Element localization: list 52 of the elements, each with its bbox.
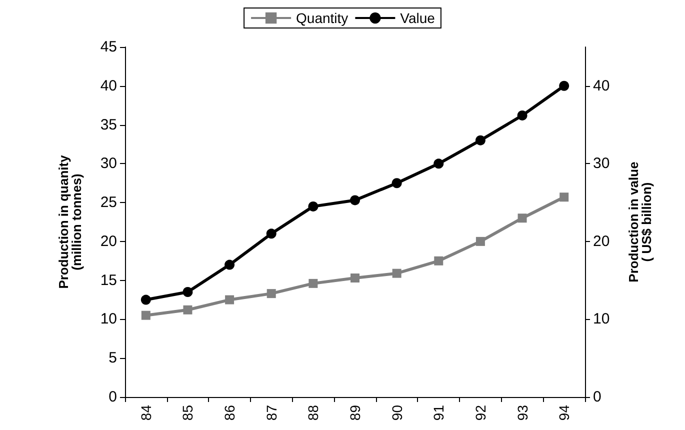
x-tick-label: 87 [263,404,280,421]
point [350,274,360,282]
x-tick-label: 86 [222,404,238,421]
legend-label: Value [400,10,436,26]
y2-tick-label: 20 [593,232,610,250]
point [141,310,150,320]
y2-tick-label: 40 [593,77,610,94]
x-tick-label: 85 [180,404,196,421]
y2-tick-label: 10 [593,310,610,328]
point [308,278,318,288]
point [434,256,444,266]
x-tick-label: 90 [388,404,405,421]
y2-tick-label: 0 [593,388,602,406]
x-tick-label: 94 [556,404,572,421]
point [308,201,318,212]
point [560,192,569,202]
point [225,295,234,304]
point [182,287,193,297]
y-tick-label: 40 [100,77,117,94]
x-tick-label: 88 [305,404,322,421]
point [392,178,402,188]
y-tick-label: 20 [100,232,117,250]
point [517,110,528,120]
x-tick-label: 89 [347,404,363,421]
y-axis-title: Production in quanity (million tonnes) [56,154,84,289]
point [224,260,235,270]
y-tick-label: 45 [100,38,117,56]
x-tick-label: 84 [138,404,154,421]
point [392,268,402,278]
y-tick-label: 10 [100,310,117,328]
point [434,158,444,169]
x-tick-label: 93 [514,404,530,421]
point [266,228,276,239]
point [350,195,360,206]
y-tick-label: 35 [100,116,117,134]
point [518,214,527,223]
x-tick-label: 91 [430,404,447,421]
point [475,135,486,146]
y-tick-label: 30 [100,155,117,172]
y-tick-label: 15 [100,272,117,289]
y-tick-label: 5 [108,350,117,367]
point [266,289,276,298]
point [559,80,570,91]
point [476,236,485,246]
y-tick-label: 0 [108,388,117,406]
y2-axis-title: Production in value ( US$ billion) [626,162,654,282]
x-tick-label: 92 [472,404,488,421]
point [183,305,192,314]
legend-label: Quantity [296,10,348,26]
y2-tick-label: 30 [593,155,610,172]
point [140,294,151,305]
y-tick-label: 25 [100,194,117,212]
